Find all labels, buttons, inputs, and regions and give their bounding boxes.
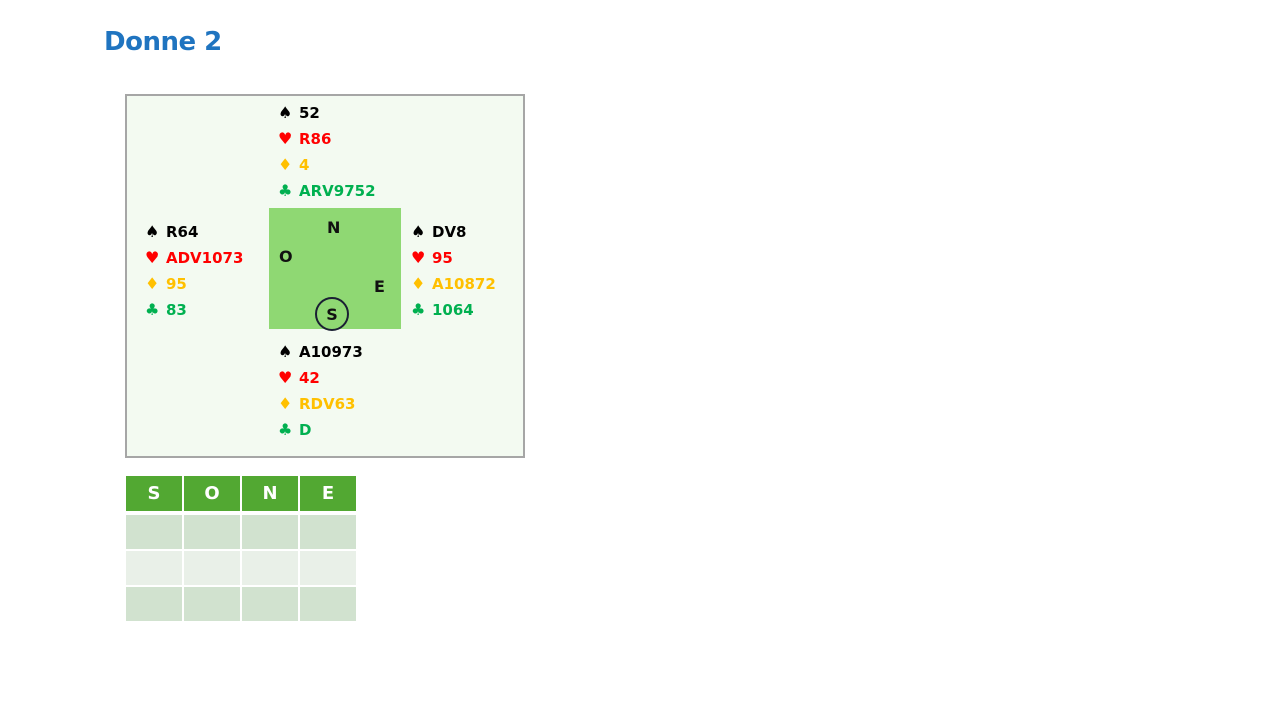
bidding-cell (184, 551, 240, 585)
north-spade-holding: ♠ 52 (278, 103, 320, 123)
east-club-holding: ♣ 1064 (411, 300, 474, 320)
compass-south: S (326, 304, 338, 324)
east-spade-holding: ♠ DV8 (411, 222, 467, 242)
south-heart-holding: ♥ 42 (278, 368, 320, 388)
bidding-cell (184, 513, 240, 549)
page-title: Donne 2 (104, 27, 222, 57)
club-icon: ♣ (145, 300, 160, 319)
diamond-icon: ♦ (411, 274, 426, 293)
north-heart-cards: R86 (299, 130, 332, 148)
club-icon: ♣ (278, 420, 293, 439)
bidding-cell (184, 587, 240, 621)
north-diamond-holding: ♦ 4 (278, 155, 309, 175)
diamond-icon: ♦ (278, 155, 293, 174)
bidding-header-east: E (300, 476, 356, 511)
east-diamond-holding: ♦ A10872 (411, 274, 496, 294)
east-club-cards: 1064 (432, 301, 474, 319)
spade-icon: ♠ (145, 222, 160, 241)
bidding-row (126, 551, 356, 585)
bidding-cell (300, 587, 356, 621)
heart-icon: ♥ (278, 368, 293, 387)
heart-icon: ♥ (145, 248, 160, 267)
heart-icon: ♥ (411, 248, 426, 267)
east-heart-holding: ♥ 95 (411, 248, 453, 268)
bidding-header-north: N (242, 476, 298, 511)
west-heart-holding: ♥ ADV1073 (145, 248, 243, 268)
bidding-cell (242, 587, 298, 621)
north-diamond-cards: 4 (299, 156, 310, 174)
compass-south-dealer: S (315, 297, 349, 331)
compass-east: E (374, 277, 385, 296)
south-club-cards: D (299, 421, 312, 439)
west-diamond-cards: 95 (166, 275, 187, 293)
south-diamond-holding: ♦ RDV63 (278, 394, 355, 414)
north-spade-cards: 52 (299, 104, 320, 122)
diamond-icon: ♦ (145, 274, 160, 293)
bidding-cell (300, 551, 356, 585)
bidding-table: S O N E (124, 474, 358, 623)
west-heart-cards: ADV1073 (166, 249, 244, 267)
compass-west: O (279, 247, 293, 266)
heart-icon: ♥ (278, 129, 293, 148)
bidding-cell (242, 551, 298, 585)
compass-north: N (327, 218, 341, 237)
diamond-icon: ♦ (278, 394, 293, 413)
bidding-row (126, 587, 356, 621)
bidding-cell (126, 587, 182, 621)
bidding-cell (126, 513, 182, 549)
west-diamond-holding: ♦ 95 (145, 274, 187, 294)
south-heart-cards: 42 (299, 369, 320, 387)
north-club-cards: ARV9752 (299, 182, 376, 200)
north-heart-holding: ♥ R86 (278, 129, 331, 149)
bidding-header-west: O (184, 476, 240, 511)
south-spade-cards: A10973 (299, 343, 363, 361)
club-icon: ♣ (411, 300, 426, 319)
south-spade-holding: ♠ A10973 (278, 342, 363, 362)
east-diamond-cards: A10872 (432, 275, 496, 293)
north-club-holding: ♣ ARV9752 (278, 181, 376, 201)
west-club-holding: ♣ 83 (145, 300, 187, 320)
west-club-cards: 83 (166, 301, 187, 319)
east-heart-cards: 95 (432, 249, 453, 267)
spade-icon: ♠ (278, 342, 293, 361)
spade-icon: ♠ (411, 222, 426, 241)
west-spade-holding: ♠ R64 (145, 222, 198, 242)
bidding-row (126, 513, 356, 549)
bidding-cell (300, 513, 356, 549)
club-icon: ♣ (278, 181, 293, 200)
south-diamond-cards: RDV63 (299, 395, 356, 413)
west-spade-cards: R64 (166, 223, 199, 241)
east-spade-cards: DV8 (432, 223, 467, 241)
bidding-cell (242, 513, 298, 549)
bidding-cell (126, 551, 182, 585)
bidding-header-south: S (126, 476, 182, 511)
south-club-holding: ♣ D (278, 420, 311, 440)
spade-icon: ♠ (278, 103, 293, 122)
